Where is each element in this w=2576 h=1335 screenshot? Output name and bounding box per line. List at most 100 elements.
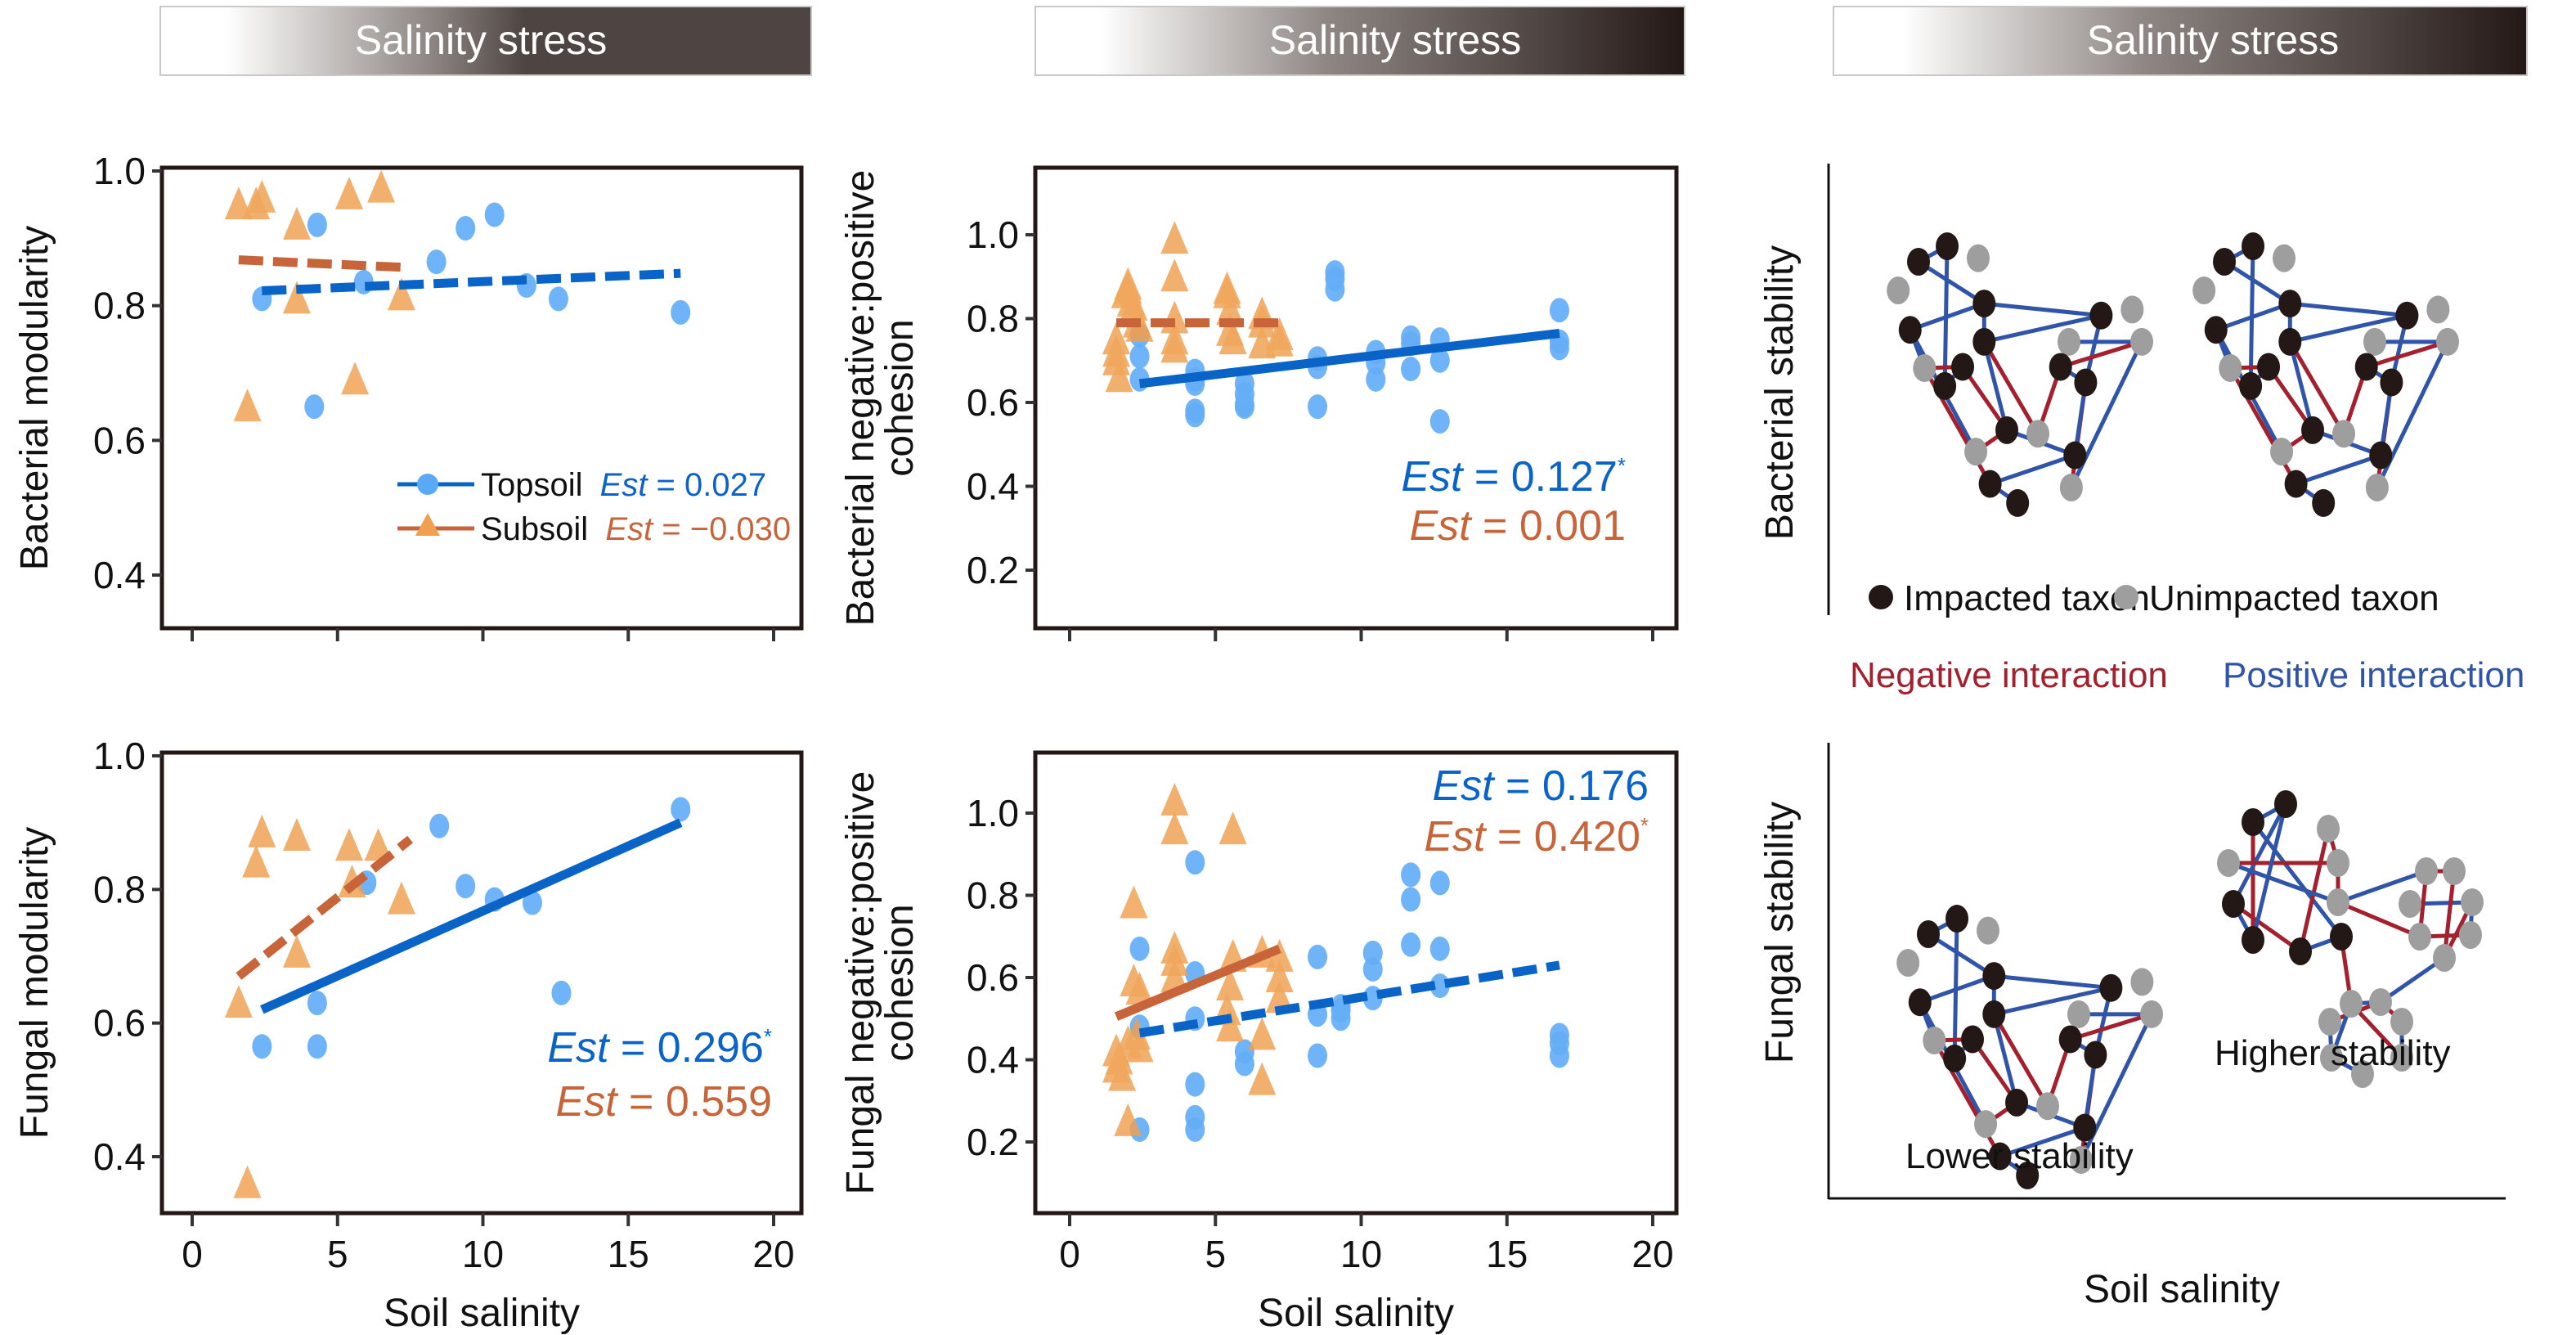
data-point-subsoil — [1213, 275, 1241, 308]
impacted-taxon-node — [2084, 1041, 2107, 1069]
data-point-topsoil — [1325, 276, 1345, 302]
data-point-subsoil — [334, 176, 363, 209]
data-point-topsoil — [484, 202, 505, 227]
positive-interaction-edge — [2215, 301, 2291, 332]
impacted-taxon-node — [2049, 353, 2072, 381]
impacted-taxon-node — [2089, 301, 2113, 330]
legend-topsoil-est-value: = 0.027 — [647, 467, 766, 503]
data-point-subsoil — [1125, 1029, 1154, 1063]
header-bar-3-bg — [1833, 6, 2528, 76]
data-point-subsoil — [1216, 968, 1245, 1001]
positive-interaction-edge — [2289, 313, 2408, 344]
data-point-topsoil — [671, 299, 691, 325]
data-point-subsoil — [341, 362, 370, 395]
positive-interaction-edge — [2251, 820, 2343, 938]
x-tick-label: 15 — [608, 1233, 649, 1275]
higher-stability-label: Higher stability — [2215, 1033, 2451, 1073]
x-tick-label: 15 — [1486, 1233, 1528, 1275]
impacted-taxon-node — [2242, 232, 2265, 261]
positive-interaction-edge — [2379, 955, 2446, 1005]
unimpacted-taxon-node — [2340, 990, 2363, 1018]
est-prefix: Est — [1424, 813, 1488, 861]
unimpacted-taxon-node — [2320, 1044, 2343, 1072]
impacted-taxon-node — [2354, 353, 2378, 381]
series-topsoil-points — [1129, 850, 1569, 1142]
data-point-topsoil — [1129, 936, 1150, 961]
impacted-taxon-node — [2395, 301, 2419, 330]
unimpacted-taxon-node — [1977, 916, 1999, 945]
impacted-taxon-node — [1978, 470, 2002, 498]
y-tick-label: 0.4 — [93, 1135, 146, 1178]
data-point-topsoil — [252, 1034, 272, 1059]
fit-line-topsoil — [260, 818, 683, 1014]
unimpacted-taxon-node — [1967, 244, 1990, 272]
positive-interaction-edge — [2231, 802, 2288, 906]
y-tick-label: 0.8 — [93, 285, 146, 327]
est-prefix: Est — [1432, 762, 1496, 810]
diagram-xlabel: Soil salinity — [2084, 1268, 2280, 1311]
data-point-subsoil — [282, 934, 311, 968]
x-axis-title: Soil salinity — [384, 1292, 580, 1335]
significance-star: * — [1640, 813, 1649, 838]
positive-interaction-edge — [1993, 986, 2112, 1017]
data-point-subsoil — [282, 818, 311, 851]
unimpacted-taxon-node — [2270, 438, 2294, 466]
positive-interaction-edge — [1919, 973, 1995, 1005]
data-point-subsoil — [1216, 1009, 1245, 1042]
stability-diagram: Bacterial stability Impacted taxon Unimp… — [1758, 164, 2524, 1311]
positive-interaction-edge — [2251, 803, 2288, 941]
data-point-topsoil — [1185, 1117, 1205, 1142]
impacted-taxon-node — [2213, 248, 2236, 276]
positive-interaction-edge — [2290, 301, 2408, 318]
est-value: = 0.420 — [1485, 813, 1640, 861]
data-point-subsoil — [1125, 972, 1154, 1005]
impacted-taxon-node — [2312, 488, 2336, 517]
header-bar-1-label: Salinity stress — [355, 17, 607, 63]
chart-bacterial-cohesion: 0.2 0.4 0.6 0.8 1.0 Bacterial negative:positi… — [839, 165, 1679, 641]
unimpacted-taxon-node — [2415, 857, 2438, 885]
negative-interaction-edge — [2070, 1012, 2152, 1041]
header-bar-2-bg — [1034, 6, 1685, 76]
data-point-subsoil — [248, 814, 276, 847]
data-point-subsoil — [233, 389, 262, 422]
impacted-taxon-node — [2289, 937, 2312, 965]
unimpacted-taxon-node — [2069, 1145, 2093, 1174]
impacted-taxon-node — [2016, 1161, 2040, 1189]
impacted-taxon-node — [1972, 327, 1996, 356]
chart-fungal-modularity: 0.4 0.6 0.8 1.0 0 5 10 15 20 Soil salinity Fungal … — [13, 735, 804, 1335]
positive-interaction-edge — [1981, 341, 2009, 431]
fit-line-subsoil — [238, 255, 402, 272]
data-point-subsoil — [1265, 960, 1294, 992]
est-value: = 0.001 — [1471, 502, 1626, 550]
data-point-subsoil — [1160, 811, 1189, 845]
data-point-subsoil — [224, 187, 253, 220]
x-axis-title: Soil salinity — [1258, 1292, 1454, 1335]
data-point-subsoil — [1105, 1041, 1133, 1075]
unimpacted-taxon-node — [2067, 1000, 2090, 1028]
network-fungal-lower — [1896, 905, 2164, 1189]
significance-star: * — [764, 1024, 772, 1049]
y-axis-title: Fungal modularity — [13, 827, 56, 1139]
unimpacted-taxon-node — [2408, 923, 2431, 951]
negative-interaction-edge — [2442, 870, 2457, 959]
legend-unimpacted-label: Unimpacted taxon — [2149, 578, 2439, 618]
diagram-bottom-ylabel: Fungal stability — [1758, 802, 1802, 1063]
y-tick-label: 0.6 — [967, 956, 1019, 999]
data-point-topsoil — [426, 249, 447, 275]
unimpacted-taxon-node — [2369, 988, 2392, 1016]
impacted-taxon-node — [2204, 316, 2228, 344]
x-tick-label: 5 — [1205, 1233, 1226, 1275]
unimpacted-taxon-node — [2443, 857, 2466, 885]
data-point-topsoil — [1429, 936, 1450, 961]
significance-star: * — [1618, 453, 1626, 478]
unimpacted-taxon-node — [2273, 244, 2296, 272]
data-point-subsoil — [1160, 258, 1189, 292]
y-tick-label: 1.0 — [967, 792, 1019, 834]
legend-subsoil-est-prefix: Est — [605, 511, 654, 547]
plot-frame — [159, 750, 804, 1216]
unimpacted-taxon-node — [2399, 890, 2421, 918]
est-annotation-topsoil: Est = 0.127* — [1401, 453, 1626, 501]
unimpacted-taxon-node — [1913, 353, 1936, 382]
data-point-subsoil — [233, 1165, 262, 1198]
impacted-taxon-node — [2005, 1088, 2029, 1117]
